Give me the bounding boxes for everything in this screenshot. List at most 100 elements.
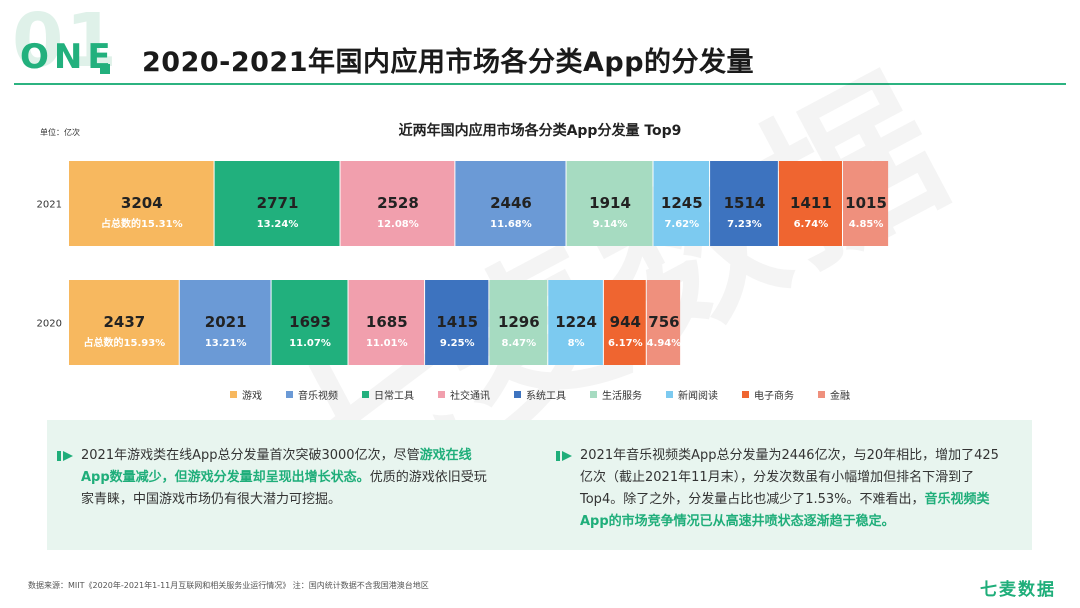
share-label: 11.07% xyxy=(289,338,331,349)
share-label: 11.68% xyxy=(490,219,532,230)
legend-swatch xyxy=(742,391,749,398)
value-label: 756 xyxy=(648,313,679,331)
chart-title: 近两年国内应用市场各分类App分发量 Top9 xyxy=(398,123,682,139)
arrow-marker-icon xyxy=(556,451,572,461)
bar-2020-seg-7 xyxy=(603,280,646,365)
legend-item: 电子商务 xyxy=(742,387,794,402)
value-label: 2437 xyxy=(103,313,145,331)
title-divider xyxy=(14,83,1066,85)
bar-2020-seg-4 xyxy=(425,280,489,365)
legend-item: 日常工具 xyxy=(362,387,414,402)
note-text: 2021年音乐视频类App总分发量为2446亿次，与20年相比，增加了425亿次… xyxy=(580,448,999,507)
data-source: 数据来源：MIIT《2020年-2021年1-11月互联网和相关服务业运行情况》… xyxy=(28,581,429,590)
legend-item: 社交通讯 xyxy=(438,387,490,402)
page-title: 2020-2021年国内应用市场各分类App的分发量 xyxy=(142,47,755,78)
bar-2020-seg-3 xyxy=(348,280,425,365)
share-label: 占总数的15.93% xyxy=(84,336,166,349)
legend-item: 生活服务 xyxy=(590,387,642,402)
legend-label: 游戏 xyxy=(242,391,262,402)
value-label: 1914 xyxy=(589,194,631,212)
legend-swatch xyxy=(362,391,369,398)
brand-logo-text: 七麦数据 xyxy=(980,580,1056,600)
note-text: 优质的游戏依旧受玩家青睐，中国游戏市场仍有很大潜力可挖掘。 xyxy=(81,470,487,507)
legend-swatch xyxy=(286,391,293,398)
legend-label: 系统工具 xyxy=(526,391,566,402)
bar-2020-seg-5 xyxy=(489,280,548,365)
share-label: 6.74% xyxy=(794,219,829,230)
legend-swatch xyxy=(514,391,521,398)
value-label: 1015 xyxy=(845,194,887,212)
year-label-2020: 2020 xyxy=(37,319,62,330)
section-word: ONE xyxy=(20,37,116,77)
value-label: 3204 xyxy=(121,194,163,212)
share-label: 13.21% xyxy=(205,338,247,349)
bar-2020-seg-6 xyxy=(548,280,603,365)
insight-panel: 2021年游戏类在线App总分发量首次突破3000亿次，尽管游戏在线App数量减… xyxy=(47,420,1032,550)
insight-note-music-video: 2021年音乐视频类App总分发量为2446亿次，与20年相比，增加了425亿次… xyxy=(556,445,1000,533)
value-label: 944 xyxy=(610,313,641,331)
value-label: 1411 xyxy=(790,194,832,212)
share-label: 8.47% xyxy=(501,338,536,349)
share-label: 4.85% xyxy=(849,219,884,230)
legend-item: 系统工具 xyxy=(514,387,566,402)
bar-2020-seg-0 xyxy=(69,280,179,365)
share-label: 9.25% xyxy=(440,338,475,349)
bar-2021-seg-0 xyxy=(69,161,214,246)
value-label: 1415 xyxy=(436,313,478,331)
note-highlight: 音乐视频类App的市场竞争情况已从高速井喷状态逐渐趋于稳定。 xyxy=(580,492,990,529)
value-label: 2021 xyxy=(205,313,247,331)
value-label: 1245 xyxy=(661,194,703,212)
legend-swatch xyxy=(438,391,445,398)
legend-label: 日常工具 xyxy=(374,391,414,402)
bar-2021-seg-1 xyxy=(214,161,340,246)
legend-swatch xyxy=(818,391,825,398)
legend-label: 社交通讯 xyxy=(450,391,490,402)
legend-swatch xyxy=(230,391,237,398)
share-label: 9.14% xyxy=(593,219,628,230)
share-label: 12.08% xyxy=(377,219,419,230)
value-label: 2771 xyxy=(257,194,299,212)
legend-label: 电子商务 xyxy=(754,391,794,402)
value-label: 1685 xyxy=(366,313,408,331)
arrow-marker-icon xyxy=(57,451,73,461)
legend-swatch xyxy=(666,391,673,398)
share-label: 13.24% xyxy=(257,219,299,230)
legend-label: 生活服务 xyxy=(602,391,642,402)
unit-label: 单位：亿次 xyxy=(40,128,80,137)
legend-swatch xyxy=(590,391,597,398)
section-number: 01 xyxy=(12,0,119,84)
share-label: 8% xyxy=(568,338,585,349)
insight-note-games: 2021年游戏类在线App总分发量首次突破3000亿次，尽管游戏在线App数量减… xyxy=(57,445,491,511)
bar-2021-seg-5 xyxy=(653,161,710,246)
value-label: 2446 xyxy=(490,194,532,212)
bar-2021-seg-2 xyxy=(340,161,455,246)
legend-label: 音乐视频 xyxy=(298,391,338,402)
bar-2021-seg-4 xyxy=(566,161,653,246)
note-highlight: 游戏在线App数量减少，但游戏分发量却呈现出增长状态。 xyxy=(81,448,472,485)
bar-2020-seg-1 xyxy=(179,280,271,365)
bar-2021-seg-3 xyxy=(455,161,566,246)
share-label: 7.62% xyxy=(664,219,699,230)
value-label: 1693 xyxy=(289,313,331,331)
note-text: 2021年游戏类在线App总分发量首次突破3000亿次，尽管 xyxy=(81,448,420,463)
share-label: 占总数的15.31% xyxy=(101,217,183,230)
stacked-bar-chart: 2021 3204 占总数的15.31% 2771 13.24% 2528 12.08% 24… xyxy=(37,161,889,365)
bar-2020-seg-8 xyxy=(646,280,681,365)
value-label: 1514 xyxy=(724,194,766,212)
section-dot xyxy=(100,64,110,74)
legend-item: 音乐视频 xyxy=(286,387,338,402)
chart-legend: 游戏 音乐视频 日常工具 社交通讯 系统工具 生活服务 新闻阅读 电子商务 金融 xyxy=(0,387,1080,402)
legend-item: 金融 xyxy=(818,387,850,402)
legend-label: 新闻阅读 xyxy=(678,391,718,402)
legend-label: 金融 xyxy=(830,391,850,402)
bar-2021-seg-8 xyxy=(842,161,889,246)
share-label: 6.17% xyxy=(608,338,643,349)
legend-item: 新闻阅读 xyxy=(666,387,718,402)
share-label: 7.23% xyxy=(727,219,762,230)
year-label-2021: 2021 xyxy=(37,200,62,211)
value-label: 2528 xyxy=(377,194,419,212)
value-label: 1224 xyxy=(555,313,597,331)
share-label: 11.01% xyxy=(366,338,408,349)
bar-2021-seg-7 xyxy=(778,161,842,246)
bar-2021-seg-6 xyxy=(710,161,778,246)
